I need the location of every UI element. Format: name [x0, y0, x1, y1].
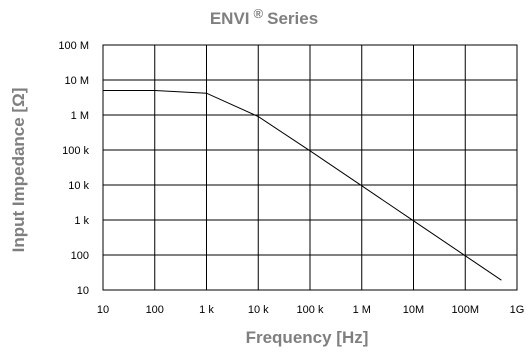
plot-frame — [102, 44, 518, 291]
x-tick-label: 100 k — [297, 304, 324, 316]
chart-title-superscript: ® — [254, 6, 264, 21]
x-tick-label: 100 — [146, 304, 164, 316]
x-tick-label: 1 M — [353, 304, 371, 316]
y-tick-label: 100 k — [62, 145, 89, 157]
y-tick-label: 10 M — [65, 75, 89, 87]
y-tick-label: 100 — [71, 250, 89, 262]
grid — [102, 44, 518, 291]
y-tick-label: 1 M — [71, 110, 89, 122]
x-tick-label: 100M — [451, 304, 479, 316]
impedance-series-line — [103, 90, 502, 281]
x-tick-label: 1G — [510, 304, 525, 316]
x-tick-label: 1 k — [199, 304, 214, 316]
y-tick-label: 10 — [77, 285, 89, 297]
x-tick-label: 10M — [403, 304, 424, 316]
chart-title-main: ENVI — [210, 9, 250, 28]
y-tick-label: 100 M — [58, 40, 89, 52]
x-tick-labels: 10 100 1 k 10 k 100 k 1 M 10M 100M 1G — [97, 304, 524, 316]
y-tick-labels: 10 100 1 k 10 k 100 k 1 M 10 M 100 M — [58, 40, 89, 297]
x-tick-label: 10 — [97, 304, 109, 316]
y-axis-label: Input Impedance [Ω] — [9, 88, 28, 253]
x-axis-label: Frequency [Hz] — [246, 328, 369, 347]
y-tick-label: 1 k — [74, 215, 89, 227]
x-tick-label: 10 k — [248, 304, 269, 316]
chart-title: ENVI ® Series — [210, 6, 318, 28]
series-layer — [103, 90, 502, 281]
chart-title-suffix: Series — [267, 9, 318, 28]
y-tick-label: 10 k — [68, 180, 89, 192]
